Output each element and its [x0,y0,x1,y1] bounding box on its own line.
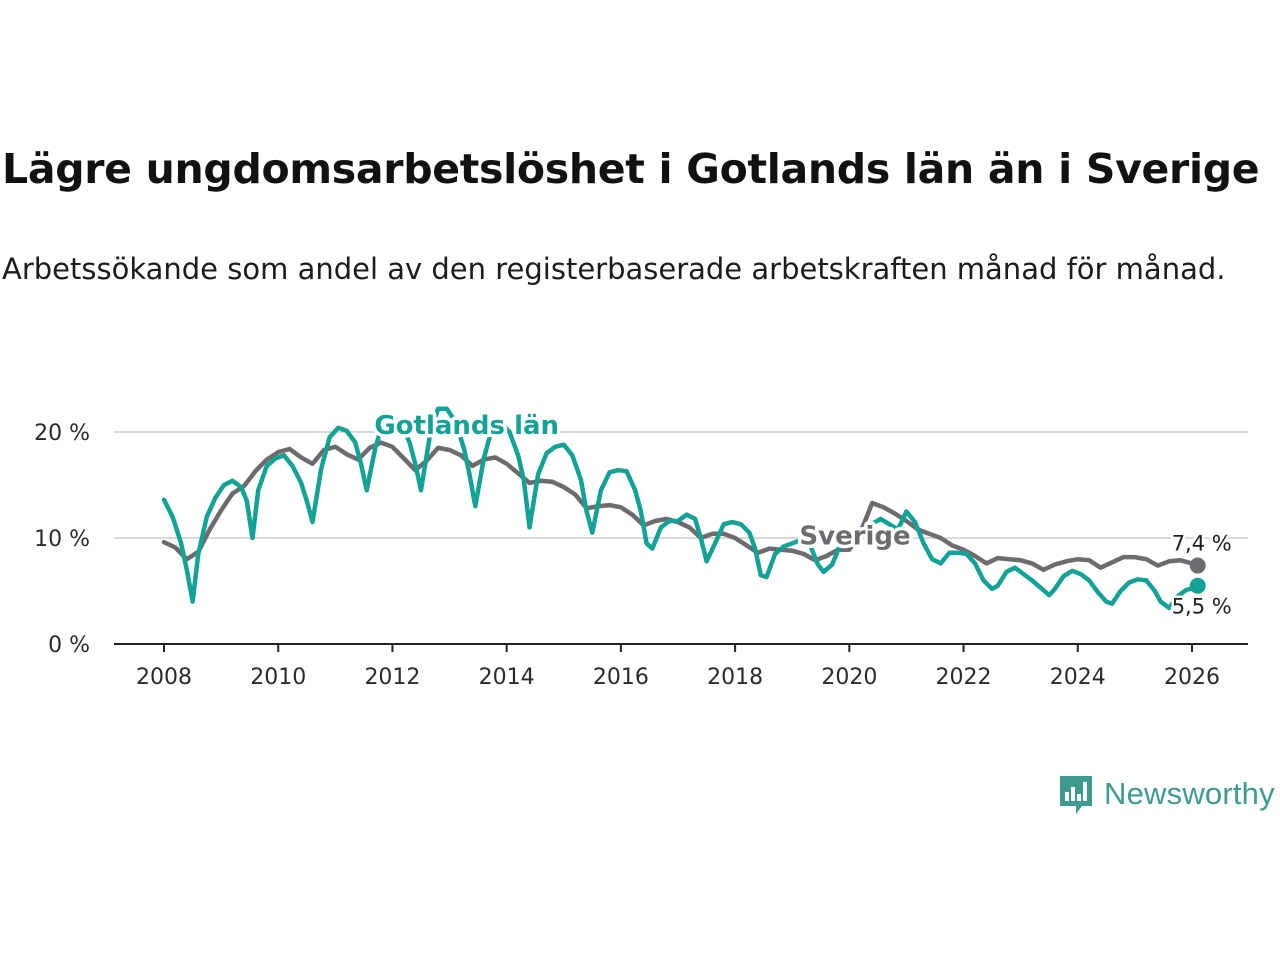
x-tick-label-2012: 2012 [364,665,420,690]
x-tick-label-2026: 2026 [1164,665,1220,690]
series-line-sverige [161,440,1200,573]
x-tick-label-2024: 2024 [1050,665,1106,690]
chart-title: Lägre ungdomsarbetslöshet i Gotlands län… [2,145,1260,193]
x-tick-label-2008: 2008 [136,665,192,690]
x-tick-label-2014: 2014 [479,665,535,690]
series-label-gotland: Gotlands län [374,411,559,441]
y-tick-label-20: 20 % [34,421,90,446]
label-layer: 7,4 % 5,5 % Gotlands län Sverige [371,408,1234,622]
series-layer [161,406,1206,611]
series-label-sverige: Sverige [799,521,910,551]
x-tick-label-2018: 2018 [707,665,763,690]
grid-layer [114,431,1248,539]
end-point-sverige [1189,557,1206,574]
x-tick-label-2016: 2016 [593,665,649,690]
series-line-gotland [161,406,1200,611]
x-tick-label-2022: 2022 [936,665,992,690]
y-tick-label-0: 0 % [48,633,90,658]
newsworthy-logo-text: Newsworthy [1104,776,1275,811]
chart-subtitle: Arbetssökande som andel av den registerb… [2,252,1226,286]
line-chart: 0 % 10 % 20 % 2008 2010 2012 2014 2016 2018 2020 2… [34,406,1248,690]
x-tick-label-2010: 2010 [250,665,306,690]
end-value-label-sverige: 7,4 % [1172,532,1232,556]
end-point-gotland [1189,577,1206,594]
y-tick-label-10: 10 % [34,527,90,552]
x-tick-label-2020: 2020 [821,665,877,690]
newsworthy-logo: Newsworthy [1058,772,1275,816]
end-value-label-gotland: 5,5 % [1172,595,1232,619]
axis-layer: 0 % 10 % 20 % 2008 2010 2012 2014 2016 2018 2020 2… [34,421,1248,690]
newsworthy-logo-icon [1060,776,1092,814]
